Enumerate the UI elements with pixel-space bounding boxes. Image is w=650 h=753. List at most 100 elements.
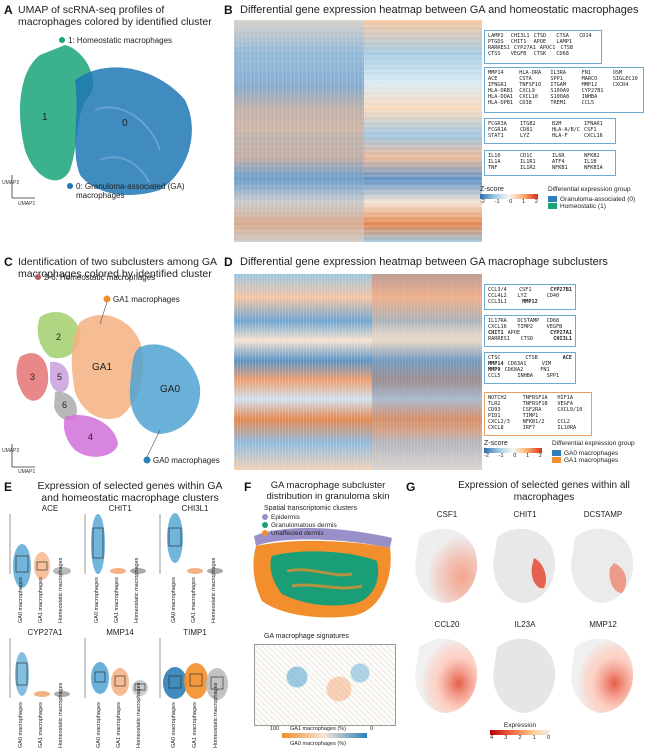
xlab: GA0 macrophages xyxy=(171,702,177,748)
panel-a: A UMAP of scRNA-seq profiles of macropha… xyxy=(0,0,220,215)
xlab: Homeostatic macrophages xyxy=(58,557,64,623)
panel-e: E Expression of selected genes within GA… xyxy=(0,478,240,753)
xlab: Homeostatic macrophages xyxy=(211,557,217,623)
cluster-1-marker xyxy=(59,37,65,43)
num-6: 6 xyxy=(62,400,68,410)
panel-title: Expression of selected genes within GA a… xyxy=(37,480,223,504)
feature-ccl20 xyxy=(415,638,478,713)
panel-c: C Identification of two subclusters amon… xyxy=(0,252,220,477)
xlab: Homeostatic macrophages xyxy=(213,682,219,748)
signature-colorbar xyxy=(282,733,367,738)
signature-subtitle: GA macrophage signatures xyxy=(264,633,349,640)
violin-chi3l1 xyxy=(159,513,223,574)
cluster-ga0 xyxy=(129,344,201,434)
feature-il23a xyxy=(493,638,556,713)
heatmap-b-left-block xyxy=(234,20,364,242)
group-legend: Differential expression group GA0 macrop… xyxy=(552,440,635,464)
panel-label: A xyxy=(4,3,13,17)
xlab: GA1 macrophages xyxy=(38,702,44,748)
xlab: GA1 macrophages xyxy=(116,702,122,748)
feature-dcstamp xyxy=(571,528,634,603)
bar-right-value: 0 xyxy=(370,726,374,732)
group-legend: Differential expression group Granuloma-… xyxy=(548,186,636,210)
homeo-label: 2-6: Homeostatic macrophages xyxy=(44,273,156,282)
panel-label: C xyxy=(4,255,13,269)
panel-title: Expression of selected genes within all … xyxy=(458,480,630,503)
heatmap-d xyxy=(234,274,482,470)
cluster-5 xyxy=(50,361,69,393)
ga1-marker xyxy=(103,295,111,303)
panel-g: G Expression of selected genes within al… xyxy=(404,478,650,753)
spatial-subtitle: Spatial transcriptomic clusters xyxy=(264,505,357,512)
homeo-marker xyxy=(35,274,41,280)
violin-mmp14 xyxy=(84,638,148,698)
bar-mid-label: GA1 macrophages (%) xyxy=(290,726,346,732)
cluster-2 xyxy=(37,312,81,359)
panel-title: Identification of two subclusters among … xyxy=(18,256,217,280)
gene-title-mmp12: MMP12 xyxy=(589,620,617,629)
violin-cyp27a1 xyxy=(9,638,70,698)
ga1-label: GA1 macrophages xyxy=(113,295,180,304)
feature-chit1 xyxy=(493,528,556,603)
xlab: Homeostatic macrophages xyxy=(136,682,142,748)
violin-chit1 xyxy=(84,514,146,574)
gene-title-il23a: IL23A xyxy=(514,620,536,629)
umap-subclusters xyxy=(11,274,201,468)
xlab: Homeostatic macrophages xyxy=(58,682,64,748)
bar-left-value: 100 xyxy=(270,726,280,732)
signature-map xyxy=(254,644,396,726)
feature-plots xyxy=(415,528,634,713)
zscore-legend: Z-score -2 -1 0 1 2 xyxy=(480,186,538,205)
cluster-1-number: 1 xyxy=(42,112,48,123)
num-4: 4 xyxy=(88,432,94,442)
panel-title: Differential gene expression heatmap bet… xyxy=(240,256,608,268)
gene-box-2: IL17RA DCSTAMP CD68 CXCL16 TIMP2 VEGFB CHIT1… xyxy=(484,315,576,347)
gene-title-timp1: TIMP1 xyxy=(183,628,207,637)
cluster-6 xyxy=(54,391,77,421)
axis-umap1: UMAP1 xyxy=(18,469,36,475)
gene-box-3: FCGR3A ITGB2 B2M IFNAR1 FCGR1A CD81 HLA-A/B/C… xyxy=(484,118,616,144)
gene-box-4: NOTCH2 TNFRSF1A HIF1A TLR2 TNFRSF1B VEGFA CD… xyxy=(484,392,592,436)
panel-title: Differential gene expression heatmap bet… xyxy=(240,4,639,16)
axis-umap2: UMAP2 xyxy=(2,448,20,454)
cluster-1-region xyxy=(20,45,94,181)
panel-title: UMAP of scRNA-seq profiles of macrophage… xyxy=(18,4,212,28)
spatial-tissue xyxy=(253,527,392,618)
gene-title-mmp14: MMP14 xyxy=(106,628,134,637)
xlab: Homeostatic macrophages xyxy=(134,557,140,623)
gene-box-3: CTSC CTSB ACE MMP14 CD63A1 VIM MMP9 CD68A2 FN1… xyxy=(484,352,576,384)
panel-title: GA macrophage subcluster distribution in… xyxy=(266,480,390,502)
xlab: GA1 macrophages xyxy=(191,577,197,623)
num-3: 3 xyxy=(30,372,36,382)
xlab: GA1 macrophages xyxy=(38,577,44,623)
xlab: GA0 macrophages xyxy=(94,577,100,623)
gene-box-4: IL10 CD1C IL6R NFKB2 IL1A IL1R1 ATF4 IL1B TNF I… xyxy=(484,150,616,176)
feature-csf1 xyxy=(415,528,478,603)
ga0-label: GA0 macrophages xyxy=(153,456,220,465)
ga0-marker xyxy=(143,456,151,464)
num-ga1: GA1 xyxy=(92,362,113,373)
heatmap-d-right-block xyxy=(372,274,482,470)
cluster-0-label: 0: Granuloma-associated (GA) macrophages xyxy=(76,182,185,200)
cluster-0-number: 0 xyxy=(122,118,128,129)
xlab: GA0 macrophages xyxy=(96,702,102,748)
xlab: GA0 macrophages xyxy=(171,577,177,623)
zscore-legend: Z-score -2 -1 0 1 2 xyxy=(484,440,542,459)
violin-ace xyxy=(9,514,71,588)
panel-label: F xyxy=(244,480,252,494)
axis-umap1: UMAP1 xyxy=(18,201,36,207)
gene-title-dcstamp: DCSTAMP xyxy=(583,510,623,519)
gene-title-cyp27a1: CYP27A1 xyxy=(27,628,63,637)
xlab: GA1 macrophages xyxy=(192,702,198,748)
cluster-4 xyxy=(63,415,118,457)
violin-timp1 xyxy=(159,638,228,700)
axis-umap2: UMAP2 xyxy=(2,180,20,186)
cluster-3 xyxy=(16,353,49,401)
feature-mmp12 xyxy=(571,638,634,713)
num-ga0: GA0 xyxy=(160,384,181,395)
xlab: GA0 macrophages xyxy=(18,577,24,623)
xlab: GA1 macrophages xyxy=(114,577,120,623)
num-5: 5 xyxy=(57,372,63,382)
gene-box-2: MMP14 HLA-DRA IL3RA FN1 OSM ACE CSTA SPP1 MARCO… xyxy=(484,67,644,113)
epidermis xyxy=(254,527,392,548)
